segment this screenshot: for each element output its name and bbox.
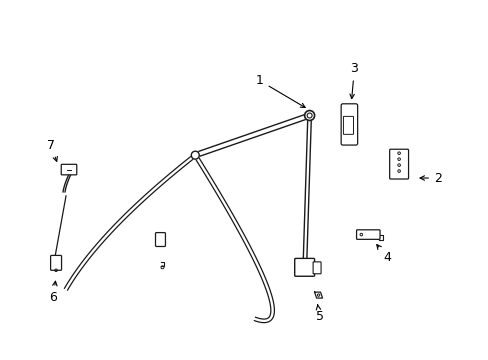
Text: 2: 2	[419, 171, 441, 185]
FancyBboxPatch shape	[61, 164, 77, 175]
Polygon shape	[314, 292, 322, 298]
FancyBboxPatch shape	[312, 262, 321, 274]
Text: 4: 4	[376, 245, 390, 264]
Text: 6: 6	[49, 281, 57, 303]
FancyBboxPatch shape	[294, 258, 314, 276]
FancyBboxPatch shape	[343, 116, 353, 134]
Circle shape	[304, 111, 314, 121]
Text: 1: 1	[255, 74, 305, 108]
FancyBboxPatch shape	[389, 149, 408, 179]
Text: 5: 5	[315, 305, 323, 323]
FancyBboxPatch shape	[50, 255, 61, 270]
FancyBboxPatch shape	[155, 233, 165, 247]
Text: 3: 3	[349, 62, 358, 99]
Circle shape	[191, 151, 199, 159]
FancyBboxPatch shape	[341, 104, 357, 145]
FancyBboxPatch shape	[356, 230, 379, 239]
Text: 7: 7	[47, 139, 57, 161]
